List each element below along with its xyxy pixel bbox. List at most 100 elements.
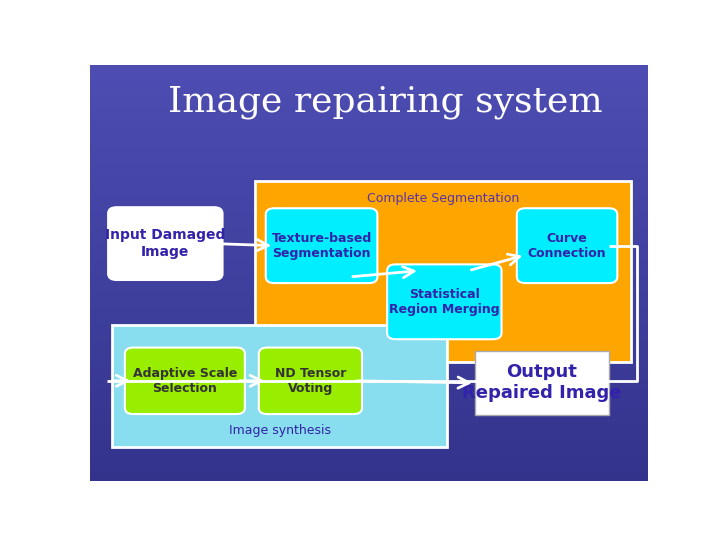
Bar: [90, 94, 648, 96]
Bar: [90, 449, 648, 451]
Bar: [90, 424, 648, 427]
Bar: [90, 476, 648, 478]
Bar: [255, 181, 631, 362]
Bar: [90, 90, 648, 92]
Bar: [90, 366, 648, 368]
Bar: [90, 327, 648, 329]
Bar: [90, 185, 648, 187]
Bar: [90, 248, 648, 250]
Bar: [90, 387, 648, 389]
Bar: [90, 69, 648, 71]
Bar: [90, 104, 648, 106]
Bar: [90, 221, 648, 223]
Bar: [90, 404, 648, 406]
Bar: [90, 206, 648, 208]
Bar: [90, 306, 648, 308]
Bar: [90, 418, 648, 420]
Bar: [90, 208, 648, 210]
Bar: [90, 260, 648, 262]
Bar: [90, 304, 648, 306]
Bar: [90, 233, 648, 235]
Bar: [90, 85, 648, 87]
Bar: [90, 410, 648, 412]
Bar: [90, 352, 648, 354]
Bar: [90, 414, 648, 416]
Bar: [90, 229, 648, 231]
Bar: [90, 190, 648, 192]
Bar: [90, 271, 648, 273]
Bar: [90, 121, 648, 123]
Bar: [90, 262, 648, 265]
Bar: [90, 422, 648, 424]
Bar: [90, 252, 648, 254]
Bar: [90, 443, 648, 446]
FancyBboxPatch shape: [108, 207, 222, 280]
Bar: [90, 287, 648, 289]
Bar: [90, 238, 648, 239]
Bar: [90, 219, 648, 221]
Bar: [90, 273, 648, 275]
Bar: [90, 217, 648, 219]
Text: Adaptive Scale
Selection: Adaptive Scale Selection: [132, 367, 237, 395]
Bar: [90, 470, 648, 472]
Bar: [90, 98, 648, 100]
FancyBboxPatch shape: [266, 208, 377, 283]
Bar: [90, 447, 648, 449]
Bar: [90, 239, 648, 241]
Bar: [90, 400, 648, 402]
Bar: [90, 156, 648, 158]
Text: Image synthesis: Image synthesis: [229, 424, 330, 437]
FancyBboxPatch shape: [387, 265, 502, 339]
Bar: [90, 183, 648, 185]
Bar: [90, 250, 648, 252]
Bar: [90, 148, 648, 150]
Bar: [90, 335, 648, 337]
Bar: [90, 175, 648, 177]
Text: Complete Segmentation: Complete Segmentation: [366, 192, 519, 205]
FancyBboxPatch shape: [125, 348, 245, 414]
Bar: [90, 227, 648, 229]
Bar: [90, 258, 648, 260]
Bar: [90, 146, 648, 148]
FancyBboxPatch shape: [258, 348, 362, 414]
Bar: [90, 391, 648, 393]
Bar: [90, 223, 648, 225]
Bar: [90, 408, 648, 410]
Bar: [90, 379, 648, 381]
Bar: [90, 456, 648, 458]
Bar: [90, 198, 648, 200]
Bar: [90, 312, 648, 314]
Bar: [90, 349, 648, 352]
Bar: [90, 71, 648, 73]
Bar: [90, 402, 648, 404]
Bar: [90, 368, 648, 370]
Bar: [90, 179, 648, 181]
Bar: [90, 138, 648, 140]
Bar: [90, 102, 648, 104]
Bar: [90, 343, 648, 346]
Bar: [90, 212, 648, 214]
Bar: [90, 200, 648, 202]
Bar: [90, 254, 648, 256]
Bar: [90, 433, 648, 435]
Bar: [90, 458, 648, 460]
Bar: [90, 337, 648, 339]
Bar: [90, 246, 648, 248]
Bar: [90, 65, 648, 67]
Bar: [90, 181, 648, 183]
Bar: [90, 331, 648, 333]
Bar: [90, 472, 648, 474]
Bar: [90, 225, 648, 227]
Bar: [90, 133, 648, 136]
Text: Curve
Connection: Curve Connection: [528, 232, 606, 260]
Bar: [90, 322, 648, 325]
Bar: [90, 67, 648, 69]
Bar: [90, 464, 648, 466]
Bar: [90, 427, 648, 429]
Text: ND Tensor
Voting: ND Tensor Voting: [275, 367, 346, 395]
Bar: [90, 310, 648, 312]
Bar: [90, 167, 648, 168]
Bar: [90, 348, 648, 349]
Bar: [90, 131, 648, 133]
Bar: [90, 329, 648, 331]
